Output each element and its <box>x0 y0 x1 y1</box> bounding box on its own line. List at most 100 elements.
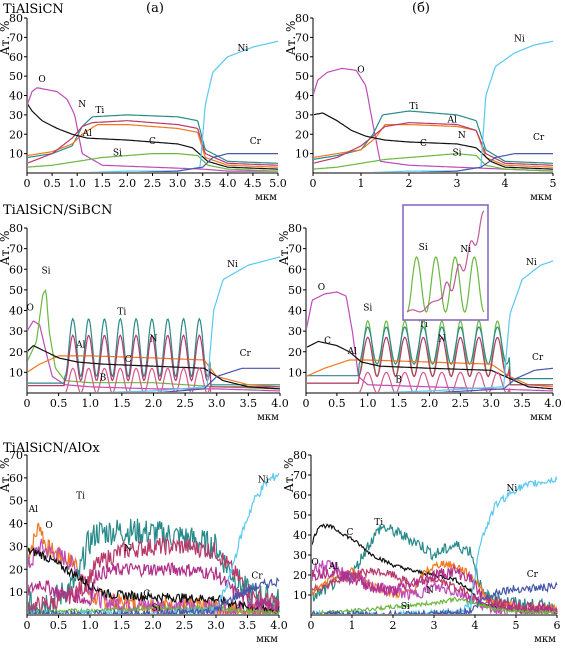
series-line-al <box>28 124 278 168</box>
x-tick-label: 3.5 <box>239 619 257 632</box>
x-tick-label: 2 <box>406 177 413 190</box>
x-tick-label: 3.5 <box>194 177 212 190</box>
series-label-si: Si <box>113 149 122 159</box>
series-line-ni <box>101 256 281 392</box>
y-tick-label: 50 <box>293 509 307 522</box>
x-axis-label: мкм <box>256 634 278 645</box>
series-line-o <box>28 538 280 614</box>
chart-row3-b: 10 20 30 40 50 60 70 80 0 1 2 3 4 5 6 Ат. % мкм C Ti Al O N Si… <box>282 449 561 645</box>
column-label-b: (б) <box>412 1 430 16</box>
y-axis-label: Ат. % <box>284 21 298 56</box>
series-label-si: Si <box>452 149 461 159</box>
inset-line-si <box>406 256 485 313</box>
x-tick-label: 1 <box>349 619 356 632</box>
y-tick-label: 40 <box>9 90 23 103</box>
chart-row2-a: 10 20 30 40 50 60 70 80 0 0.5 1.0 1.5 2.0 2.5 3.0 3.5 4.… <box>0 222 289 423</box>
y-tick-label: 10 <box>9 586 23 599</box>
y-axis-label: Ат. % <box>282 458 296 493</box>
x-tick-label: 3.5 <box>240 397 258 410</box>
series-line-ni <box>370 40 554 172</box>
series-line-c <box>28 345 281 390</box>
y-tick-label: 40 <box>9 305 23 318</box>
x-tick-label: 0 <box>24 619 31 632</box>
series-line-al <box>307 359 554 388</box>
row-title-1: TiAlSiCN <box>3 2 64 17</box>
y-tick-label: 80 <box>293 449 307 462</box>
series-line-o <box>28 87 278 172</box>
x-tick-label: 1.5 <box>390 397 408 410</box>
y-tick-label: 40 <box>288 305 302 318</box>
x-tick-label: 2 <box>390 619 397 632</box>
x-tick-label: 0.5 <box>43 177 61 190</box>
series-line-cr <box>158 367 280 392</box>
x-tick-label: 1.0 <box>82 397 100 410</box>
y-tick-label: 20 <box>9 346 23 359</box>
series-lines <box>307 260 554 392</box>
x-axis-label: мкм <box>534 634 556 645</box>
x-tick-label: 0 <box>308 619 315 632</box>
inset-frame <box>402 204 489 321</box>
series-label-al: Al <box>28 505 38 515</box>
series-line-c <box>28 103 278 170</box>
x-tick-label: 0 <box>24 397 31 410</box>
series-label-ti: Ti <box>76 491 85 501</box>
x-tick-label: 2.0 <box>119 177 137 190</box>
x-tick-label: 1.0 <box>81 619 99 632</box>
x-tick-label: 1 <box>358 177 365 190</box>
x-tick-label: 4.0 <box>219 177 237 190</box>
y-tick-label: 60 <box>295 51 309 64</box>
series-line-cr <box>28 576 280 614</box>
series-label-o: O <box>357 65 364 75</box>
x-axis-label: мкм <box>530 412 552 423</box>
series-label-si: Si <box>152 603 161 613</box>
series-line-si <box>28 603 280 614</box>
series-label-cr: Cr <box>240 349 252 359</box>
series-label-ni: Ni <box>227 260 238 270</box>
series-label-ti: Ti <box>117 308 126 318</box>
y-tick-label: 70 <box>293 469 307 482</box>
series-label-b: B <box>100 374 107 384</box>
y-tick-label: 50 <box>295 70 309 83</box>
series-label-al: Al <box>82 129 92 139</box>
y-tick-label: 60 <box>288 263 302 276</box>
series-line-al <box>314 124 553 168</box>
y-tick-label: 30 <box>9 325 23 338</box>
y-tick-label: 70 <box>9 449 23 462</box>
series-label-o: O <box>45 521 52 531</box>
x-tick-label: 3.0 <box>207 619 225 632</box>
x-tick-label: 4.0 <box>271 397 289 410</box>
y-tick-label: 50 <box>9 495 23 508</box>
y-tick-label: 70 <box>9 31 23 44</box>
x-tick-label: 2.5 <box>144 177 162 190</box>
series-label-c: C <box>125 355 132 365</box>
series-label-b: B <box>395 376 402 386</box>
series-line-si <box>314 152 554 172</box>
series-label-ni: Ni <box>514 34 525 44</box>
x-tick-label: 2.5 <box>452 397 470 410</box>
x-tick-label: 3 <box>454 177 461 190</box>
series-lines <box>28 40 279 172</box>
series-label-cr: Cr <box>251 571 263 581</box>
series-label-o: O <box>26 304 33 314</box>
series-label-cr: Cr <box>527 570 539 580</box>
series-label-cr: Cr <box>250 137 262 147</box>
series-label-ti: Ti <box>95 106 104 116</box>
series-line-ni <box>379 260 554 392</box>
series-label-o: O <box>311 558 318 568</box>
y-tick-label: 20 <box>9 563 23 576</box>
series-label-al: Al <box>75 341 85 351</box>
x-tick-label: 1.0 <box>68 177 86 190</box>
y-tick-label: 10 <box>288 366 302 379</box>
inset-label-ni: Ni <box>460 245 471 255</box>
series-lines <box>312 475 558 614</box>
y-axis-label: Ат. % <box>0 458 12 493</box>
x-tick-label: 2.5 <box>176 397 194 410</box>
y-tick-label: 70 <box>295 31 309 44</box>
series-lines <box>314 40 554 172</box>
x-tick-label: 2.0 <box>421 397 439 410</box>
y-tick-label: 50 <box>9 284 23 297</box>
x-tick-label: 4 <box>472 619 479 632</box>
series-line-ti <box>307 326 553 380</box>
x-tick-label: 3.0 <box>208 397 226 410</box>
series-label-c: C <box>324 337 331 347</box>
